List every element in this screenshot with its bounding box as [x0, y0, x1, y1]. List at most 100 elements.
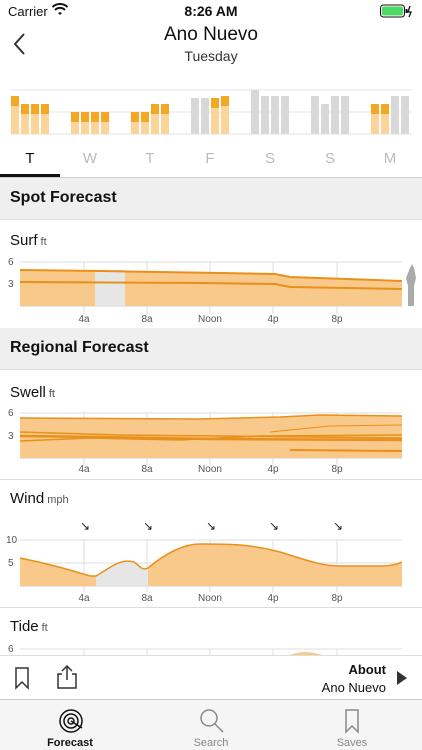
overview-bar	[131, 112, 139, 134]
week-overview-chart[interactable]	[0, 84, 422, 140]
swell-unit: ft	[48, 388, 55, 400]
overview-bar-cap	[131, 112, 139, 122]
day-tab-mon[interactable]: M	[383, 150, 397, 167]
status-bar: Carrier 8:26 AM	[0, 0, 422, 22]
wind-y-tick-5: 5	[8, 558, 14, 569]
surf-chart[interactable]: 6 3 4a 8a Noon 4p 8p	[0, 256, 422, 326]
overview-bar	[341, 96, 349, 134]
surf-chart-title: Surf ft	[10, 232, 47, 249]
day-tab-sat[interactable]: S	[264, 150, 275, 167]
wind-chart-title: Wind mph	[10, 490, 69, 507]
back-chevron-icon[interactable]	[10, 30, 30, 58]
overview-bar	[81, 112, 89, 134]
swell-title-text: Swell	[10, 384, 46, 401]
share-icon[interactable]	[56, 664, 78, 690]
forecast-spiral-icon	[59, 709, 83, 733]
nav-header: Ano Nuevo Tuesday	[0, 22, 422, 72]
tab-search[interactable]: Search	[141, 700, 281, 750]
wind-x-tick-8a: 8a	[141, 593, 153, 604]
tab-forecast[interactable]: Forecast	[0, 700, 140, 750]
overview-bar-cap	[221, 96, 229, 106]
overview-bar	[321, 104, 329, 134]
overview-bar-cap	[371, 104, 379, 114]
day-tab-fri[interactable]: F	[205, 150, 215, 167]
day-subtitle: Tuesday	[184, 48, 238, 64]
tab-saves-label: Saves	[336, 737, 368, 749]
wind-unit: mph	[47, 494, 69, 506]
overview-bar-cap	[31, 104, 39, 114]
overview-bar-cap	[141, 112, 149, 122]
wind-direction-arrow-icon: ↘	[80, 519, 90, 533]
wind-direction-arrow-icon: ↘	[333, 519, 343, 533]
overview-bar-cap	[11, 96, 19, 106]
wind-direction-arrow-icon: ↘	[206, 519, 216, 533]
surf-y-tick-3: 3	[8, 279, 14, 290]
overview-bar	[201, 98, 209, 134]
about-label[interactable]: About	[348, 662, 386, 677]
surf-x-tick-noon: Noon	[198, 314, 222, 325]
spot-title: Ano Nuevo	[163, 24, 258, 45]
bookmark-icon[interactable]	[14, 666, 30, 690]
tab-saves[interactable]: Saves	[282, 700, 422, 750]
tab-forecast-label: Forecast	[47, 737, 93, 749]
overview-bar	[71, 112, 79, 134]
tab-search-label: Search	[193, 737, 229, 749]
divider	[0, 479, 422, 480]
overview-bar-cap	[71, 112, 79, 122]
overview-bar-cap	[41, 104, 49, 114]
overview-bar-cap	[21, 104, 29, 114]
overview-bar	[381, 104, 389, 134]
surf-x-tick-4a: 4a	[78, 314, 90, 325]
overview-bar	[11, 96, 19, 134]
wind-chart[interactable]: ↘ ↘ ↘ ↘ ↘ 10 5 4a 8a Noon 4p 8p	[0, 516, 422, 606]
swell-x-tick-8p: 8p	[331, 464, 343, 475]
wind-x-tick-noon: Noon	[198, 593, 222, 604]
overview-bar-cap	[81, 112, 89, 122]
overview-bar-cap	[151, 104, 159, 114]
regional-forecast-header: Regional Forecast	[0, 328, 422, 370]
wind-x-tick-4p: 4p	[267, 593, 279, 604]
overview-bar-cap	[211, 98, 219, 108]
wind-y-tick-10: 10	[6, 535, 18, 546]
status-time: 8:26 AM	[184, 3, 238, 19]
tide-chart[interactable]: 6	[0, 640, 422, 655]
surf-unit: ft	[40, 236, 47, 248]
overview-bar	[401, 96, 409, 134]
about-spot-name[interactable]: Ano Nuevo	[321, 680, 386, 695]
overview-bar	[151, 104, 159, 134]
swell-chart[interactable]: 6 3 4a 8a Noon 4p 8p	[0, 408, 422, 478]
spot-forecast-header: Spot Forecast	[0, 178, 422, 220]
day-tab-thu[interactable]: T	[145, 150, 155, 167]
overview-bar	[21, 104, 29, 134]
wind-direction-arrow-icon: ↘	[143, 519, 153, 533]
overview-bar	[331, 96, 339, 134]
swell-x-tick-4a: 4a	[78, 464, 90, 475]
spot-toolbar: About Ano Nuevo	[0, 655, 422, 699]
day-tab-tue[interactable]: T	[25, 150, 35, 167]
divider	[0, 607, 422, 608]
surf-x-tick-8p: 8p	[331, 314, 343, 325]
play-triangle-icon[interactable]	[396, 670, 408, 686]
overview-bar	[251, 90, 259, 134]
overview-bar	[221, 96, 229, 134]
overview-bar	[141, 112, 149, 134]
overview-bar	[371, 104, 379, 134]
tab-bar: Forecast Search Saves	[0, 699, 422, 750]
overview-bar	[281, 96, 289, 134]
wind-x-tick-8p: 8p	[331, 593, 343, 604]
surf-x-tick-8a: 8a	[141, 314, 153, 325]
swell-x-tick-4p: 4p	[267, 464, 279, 475]
swell-y-tick-3: 3	[8, 431, 14, 442]
overview-bar	[261, 96, 269, 134]
day-tab-wed[interactable]: W	[82, 150, 98, 167]
wind-direction-arrow-icon: ↘	[269, 519, 279, 533]
surf-y-tick-6: 6	[8, 257, 14, 268]
search-icon	[200, 709, 224, 733]
tide-title-text: Tide	[10, 618, 39, 635]
wind-title-text: Wind	[10, 490, 45, 507]
overview-bar	[191, 98, 199, 134]
swell-x-tick-8a: 8a	[141, 464, 153, 475]
day-tabs: T W T F S S M	[0, 148, 422, 178]
surfer-silhouette-icon	[406, 264, 416, 306]
day-tab-sun[interactable]: S	[324, 150, 335, 167]
